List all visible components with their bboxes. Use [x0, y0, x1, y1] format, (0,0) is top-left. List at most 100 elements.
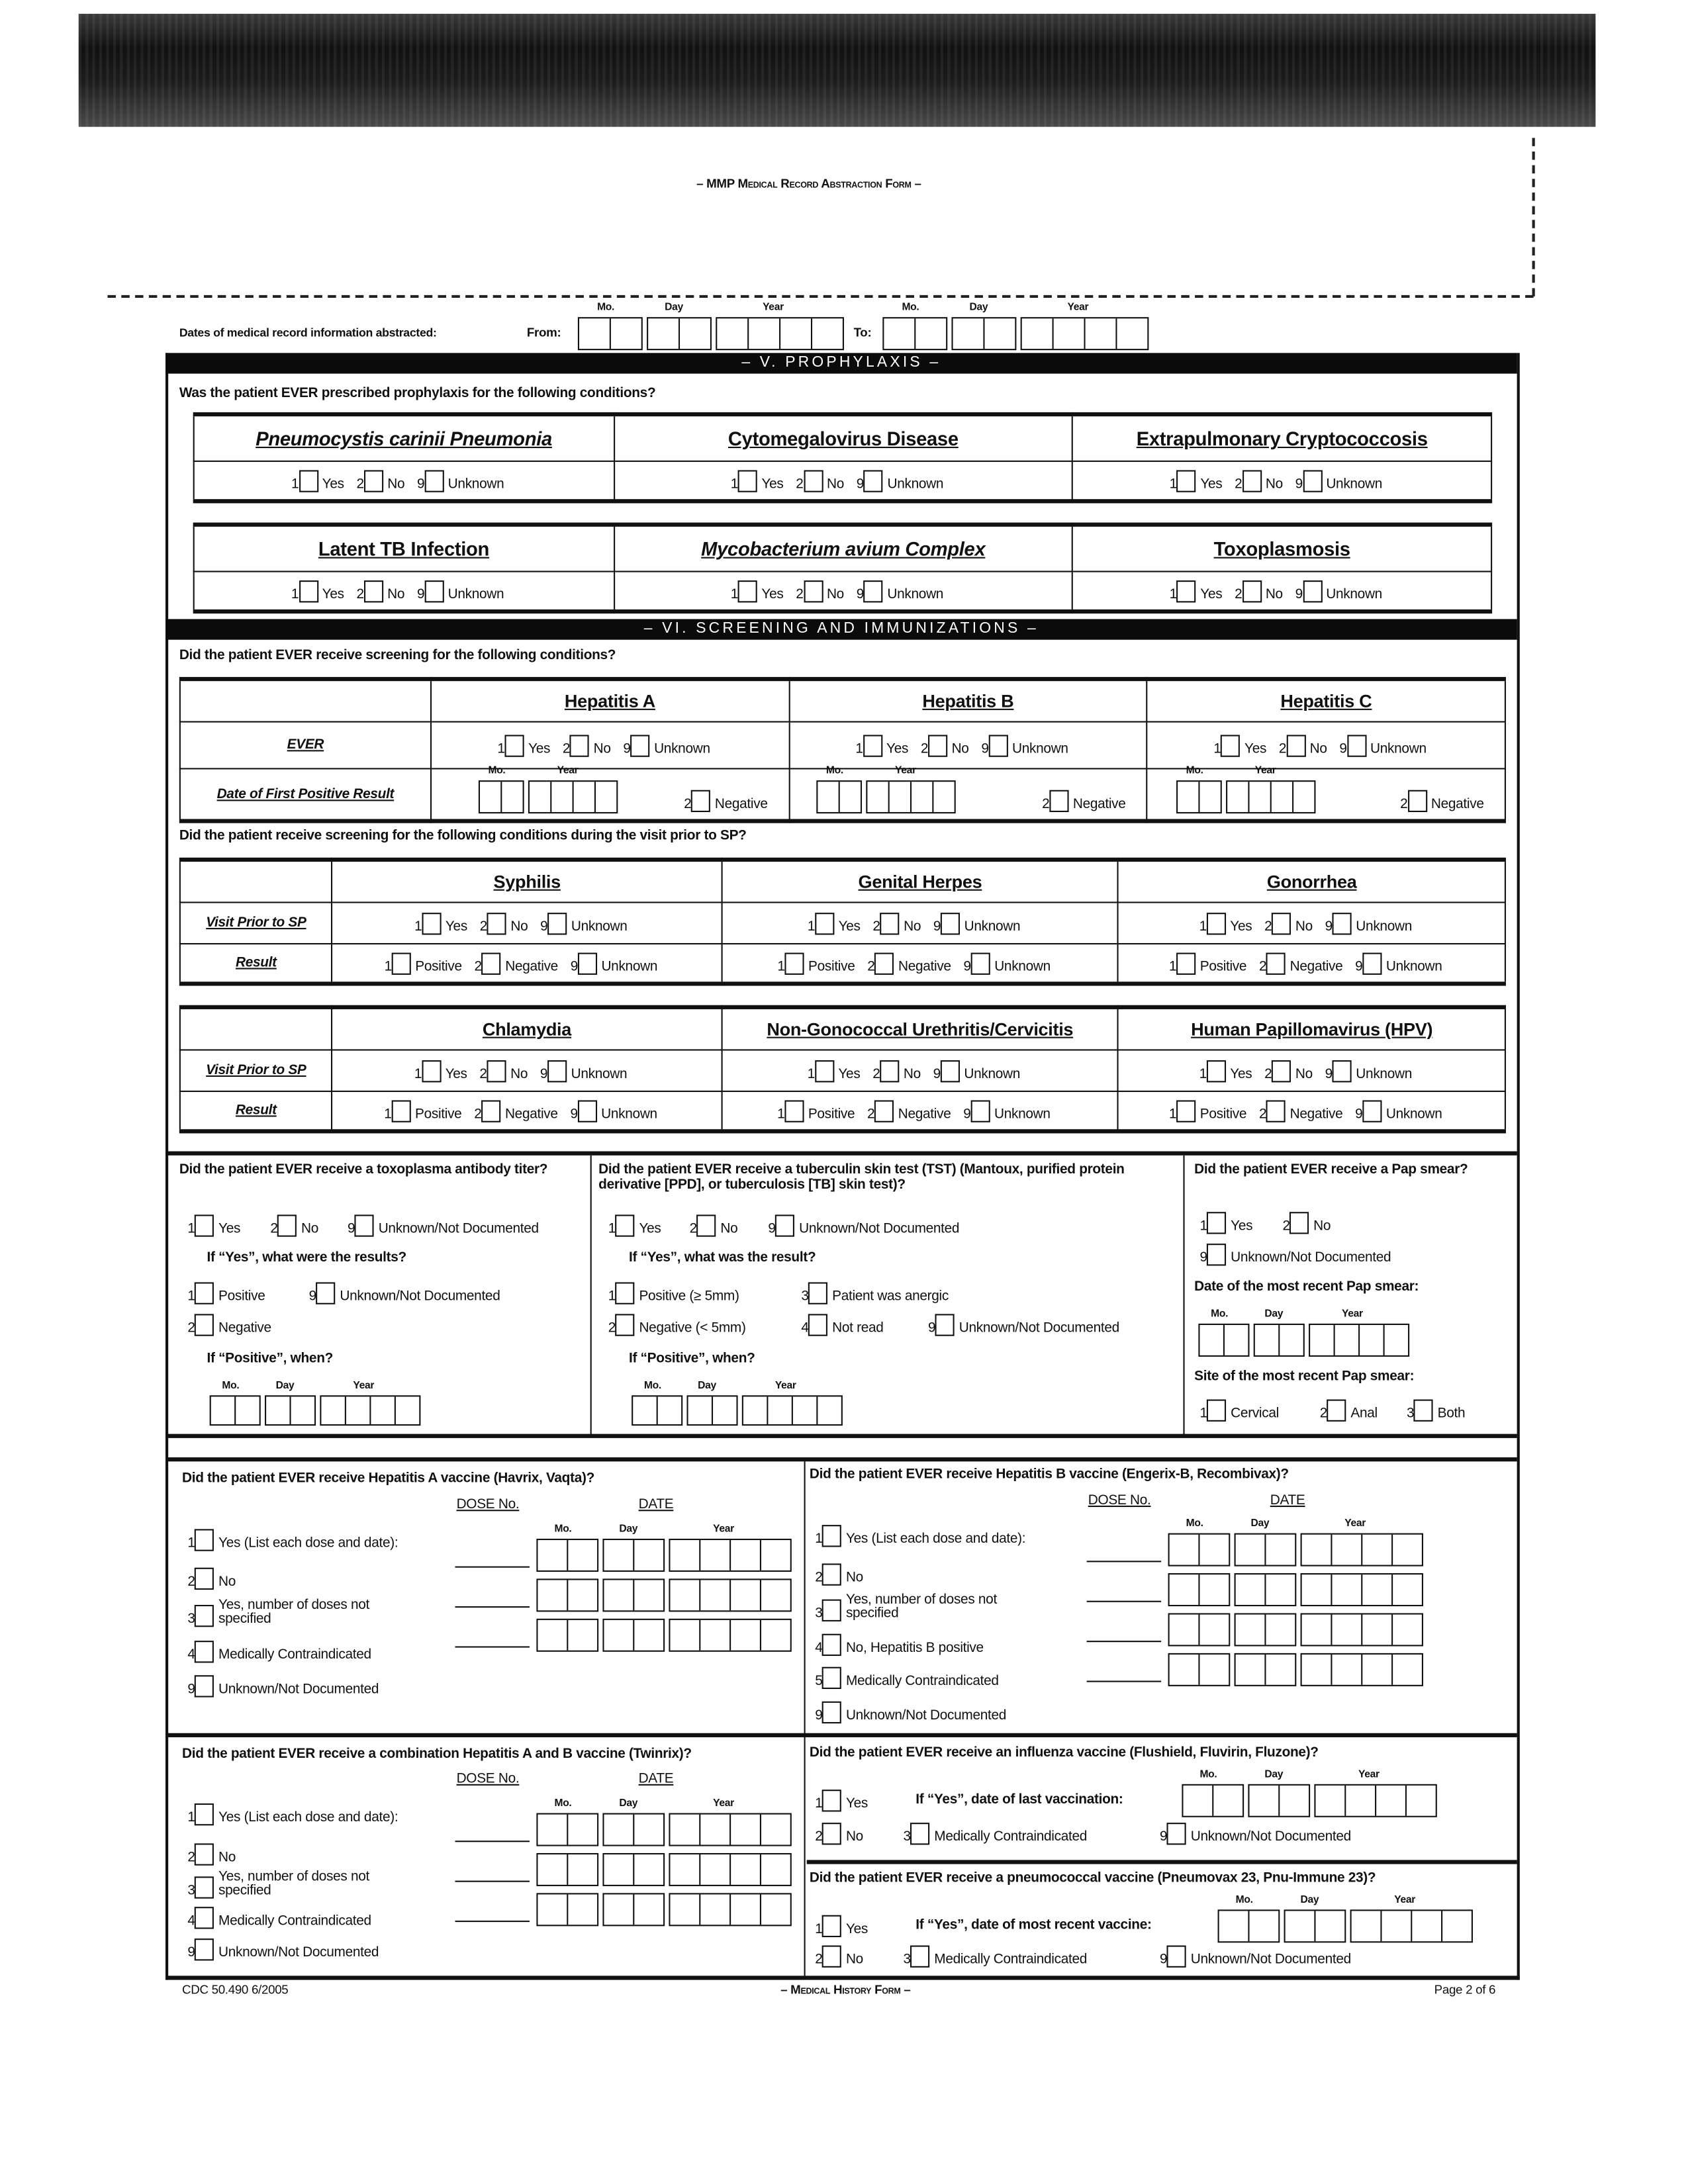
- checkbox[interactable]: [316, 1282, 336, 1304]
- date-digit-cell[interactable]: [658, 1396, 681, 1424]
- option-yes[interactable]: 1 Yes: [1170, 580, 1223, 602]
- pap-no[interactable]: 2 No: [1282, 1212, 1331, 1234]
- date-digit-cell[interactable]: [1199, 782, 1220, 812]
- date-digit-cell[interactable]: [1335, 1325, 1360, 1355]
- influenza-yes[interactable]: 1 Yes: [815, 1790, 868, 1812]
- date-digit-cell[interactable]: [953, 318, 985, 349]
- date-digit-cell[interactable]: [793, 1396, 818, 1425]
- date-digit-cell[interactable]: [291, 1396, 314, 1424]
- checkbox[interactable]: [880, 912, 900, 934]
- date-digit-cell[interactable]: [1170, 1654, 1200, 1685]
- date-digit-cell[interactable]: [749, 318, 781, 349]
- checkbox[interactable]: [195, 1876, 214, 1899]
- date-digit-cell[interactable]: [761, 1580, 790, 1610]
- tst-anergic[interactable]: 3 Patient was anergic: [801, 1282, 949, 1304]
- option-unknown[interactable]: 9 Unknown: [1295, 580, 1382, 602]
- checkbox[interactable]: [874, 952, 894, 974]
- date-digit-cell[interactable]: [1255, 1325, 1280, 1355]
- checkbox[interactable]: [803, 580, 823, 602]
- date-digit-cell[interactable]: [604, 1894, 635, 1925]
- checkbox[interactable]: [422, 912, 442, 934]
- dose-number-field[interactable]: [455, 1646, 530, 1648]
- checkbox[interactable]: [363, 580, 383, 602]
- tst-no[interactable]: 2 No: [690, 1214, 738, 1237]
- date-digit-cell[interactable]: [538, 1540, 569, 1570]
- checkbox[interactable]: [910, 1945, 931, 1968]
- hepa_vaccine-option-3[interactable]: 3 Yes, number of doses not specified: [187, 1599, 377, 1627]
- date-digit-cell[interactable]: [568, 1620, 597, 1651]
- hepb_vaccine-option-2[interactable]: 2 No: [815, 1563, 863, 1586]
- option-yes[interactable]: 1 Yes: [414, 1060, 467, 1082]
- date-digit-cell[interactable]: [1315, 1785, 1346, 1816]
- date-digit-cell[interactable]: [1310, 1325, 1335, 1355]
- hepa_vaccine-option-4[interactable]: 4 Medically Contraindicated: [187, 1641, 371, 1663]
- option-no[interactable]: 2 No: [1235, 469, 1283, 492]
- date-digit-cell[interactable]: [604, 1854, 635, 1885]
- checkbox[interactable]: [1272, 1060, 1291, 1082]
- date-digit-cell[interactable]: [688, 1396, 714, 1425]
- checkbox[interactable]: [1207, 1212, 1227, 1234]
- date-digit-cell[interactable]: [551, 782, 574, 813]
- date-digit-cell[interactable]: [700, 1854, 731, 1885]
- checkbox[interactable]: [928, 734, 948, 756]
- date-digit-cell[interactable]: [1393, 1655, 1422, 1685]
- option-negative[interactable]: 2 Negative: [1042, 790, 1126, 813]
- date-digit-cell[interactable]: [1302, 1574, 1333, 1605]
- checkbox[interactable]: [1242, 469, 1262, 492]
- date-digit-cell[interactable]: [648, 318, 680, 349]
- date-digit-cell[interactable]: [604, 1814, 635, 1845]
- date-digit-cell[interactable]: [1362, 1574, 1393, 1605]
- checkbox[interactable]: [1407, 790, 1427, 813]
- date-digit-cell[interactable]: [1393, 1615, 1422, 1645]
- dose-number-field[interactable]: [1086, 1680, 1162, 1682]
- date-digit-cell[interactable]: [1302, 1614, 1333, 1645]
- hepa_vaccine-option-2[interactable]: 2 No: [187, 1567, 236, 1590]
- date-digit-cell[interactable]: [840, 782, 861, 812]
- checkbox[interactable]: [391, 952, 412, 974]
- tst-yes[interactable]: 1 Yes: [608, 1214, 661, 1237]
- option-unknown[interactable]: 9 Unknown: [857, 469, 943, 492]
- option-no[interactable]: 2 No: [563, 734, 611, 756]
- checkbox[interactable]: [822, 1599, 842, 1621]
- checkbox[interactable]: [1242, 580, 1262, 602]
- date-digit-cell[interactable]: [568, 1854, 597, 1885]
- date-digit-cell[interactable]: [596, 782, 616, 812]
- date-digit-cell[interactable]: [761, 1894, 790, 1925]
- checkbox[interactable]: [1206, 1060, 1227, 1082]
- option-positive[interactable]: 1 Positive: [777, 1099, 855, 1122]
- checkbox[interactable]: [1327, 1399, 1347, 1422]
- dose-number-field[interactable]: [455, 1880, 530, 1882]
- option-yes[interactable]: 1 Yes: [1170, 469, 1223, 492]
- date-digit-cell[interactable]: [1219, 1911, 1250, 1942]
- date-digit-cell[interactable]: [670, 1894, 701, 1925]
- pneumococcal-no[interactable]: 2 No: [815, 1945, 863, 1968]
- checkbox[interactable]: [691, 790, 711, 813]
- option-unknown[interactable]: 9 Unknown: [570, 1099, 657, 1122]
- checkbox[interactable]: [195, 1938, 214, 1961]
- option-negative[interactable]: 2 Negative: [1400, 790, 1484, 813]
- date-digit-cell[interactable]: [1280, 1325, 1303, 1355]
- checkbox[interactable]: [784, 1099, 804, 1122]
- date-digit-cell[interactable]: [700, 1580, 731, 1611]
- dose-number-field[interactable]: [455, 1921, 530, 1923]
- checkbox[interactable]: [1206, 912, 1227, 934]
- pneumococcal-unknown[interactable]: 9 Unknown/Not Documented: [1160, 1945, 1351, 1968]
- checkbox[interactable]: [1167, 1823, 1187, 1845]
- checkbox[interactable]: [616, 1282, 635, 1304]
- date-digit-cell[interactable]: [670, 1580, 701, 1611]
- checkbox[interactable]: [355, 1214, 375, 1237]
- date-digit-cell[interactable]: [634, 1854, 663, 1885]
- date-digit-cell[interactable]: [1332, 1654, 1363, 1685]
- checkbox[interactable]: [910, 1823, 931, 1845]
- date-digit-cell[interactable]: [1236, 1534, 1266, 1565]
- option-unknown[interactable]: 9 Unknown: [1355, 952, 1442, 974]
- option-no[interactable]: 2 No: [796, 469, 844, 492]
- date-digit-cell[interactable]: [731, 1854, 761, 1885]
- option-unknown[interactable]: 9 Unknown: [1295, 469, 1382, 492]
- checkbox[interactable]: [481, 1099, 501, 1122]
- date-digit-cell[interactable]: [1332, 1534, 1363, 1565]
- checkbox[interactable]: [1414, 1399, 1434, 1422]
- checkbox[interactable]: [803, 469, 823, 492]
- date-digit-cell[interactable]: [761, 1854, 790, 1885]
- date-digit-cell[interactable]: [1170, 1574, 1200, 1605]
